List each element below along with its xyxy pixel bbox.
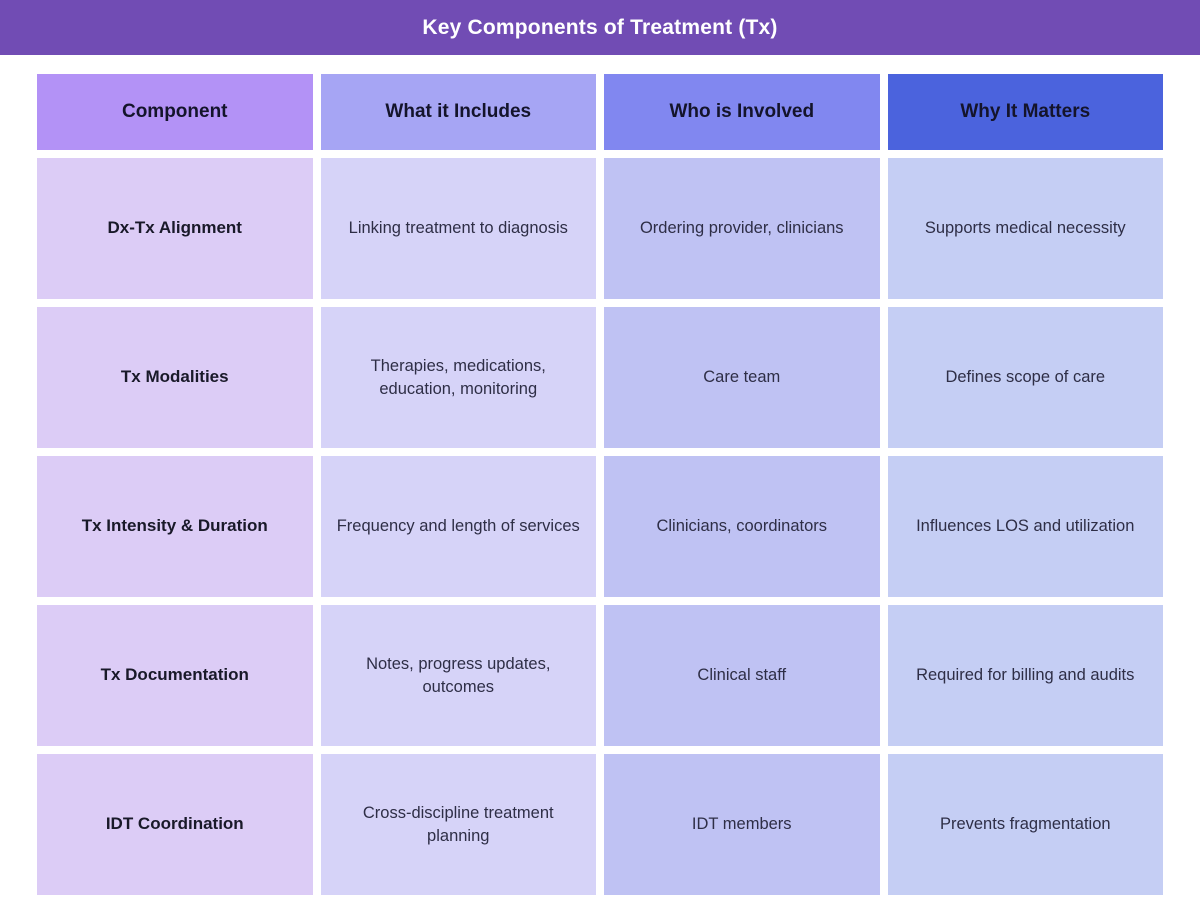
cell-row1-includes: Linking treatment to diagnosis [320,158,596,299]
cell-row4-includes: Notes, progress updates, outcomes [320,605,596,746]
cell-text: Frequency and length of services [336,517,580,536]
cell-row2-matters: Defines scope of care [887,307,1163,448]
title-bar: Key Components of Treatment (Tx) [0,0,1200,55]
column-header-why-it-matters: Why It Matters [887,74,1163,150]
column-header-what-it-includes: What it Includes [320,74,596,150]
cell-row3-includes: Frequency and length of services [320,456,596,597]
cell-text: Care team [703,368,781,387]
cell-text: Tx Intensity & Duration [81,516,268,536]
cell-row3-involved: Clinicians, coordinators [604,456,880,597]
cell-row2-includes: Therapies, medications, education, monit… [320,307,596,448]
page-title: Key Components of Treatment (Tx) [422,15,778,39]
cell-text: Influences LOS and utilization [916,517,1135,536]
cell-row2-involved: Care team [604,307,880,448]
cell-row4-involved: Clinical staff [604,605,880,746]
cell-text: Cross-discipline treatment planning [362,804,554,845]
cell-text: IDT members [691,815,792,834]
cell-row5-involved: IDT members [604,754,880,895]
cell-row2-component: Tx Modalities [37,307,313,448]
cell-text: Required for billing and audits [916,666,1135,685]
cell-row1-matters: Supports medical necessity [887,158,1163,299]
cell-text: Clinical staff [697,666,787,685]
cell-text: Defines scope of care [945,368,1106,387]
treatment-components-table: Component What it Includes Who is Involv… [37,74,1163,895]
cell-text: IDT Coordination [105,814,244,834]
cell-text: Prevents fragmentation [939,815,1111,834]
cell-text: Tx Modalities [120,367,229,387]
cell-text: Ordering provider, clinicians [639,219,844,238]
cell-row4-component: Tx Documentation [37,605,313,746]
cell-text: Linking treatment to diagnosis [348,219,568,238]
cell-row4-matters: Required for billing and audits [887,605,1163,746]
cell-row3-matters: Influences LOS and utilization [887,456,1163,597]
cell-text: Dx-Tx Alignment [107,218,242,238]
cell-row5-matters: Prevents fragmentation [887,754,1163,895]
cell-text: Notes, progress updates, outcomes [366,655,551,696]
column-header-who-is-involved: Who is Involved [604,74,880,150]
cell-text: Therapies, medications, education, monit… [370,357,546,398]
cell-text: Tx Documentation [100,665,249,685]
cell-row3-component: Tx Intensity & Duration [37,456,313,597]
cell-row5-includes: Cross-discipline treatment planning [320,754,596,895]
cell-text: Supports medical necessity [924,219,1126,238]
cell-row5-component: IDT Coordination [37,754,313,895]
column-header-component: Component [37,74,313,150]
cell-text: Clinicians, coordinators [656,517,828,536]
cell-row1-component: Dx-Tx Alignment [37,158,313,299]
cell-row1-involved: Ordering provider, clinicians [604,158,880,299]
